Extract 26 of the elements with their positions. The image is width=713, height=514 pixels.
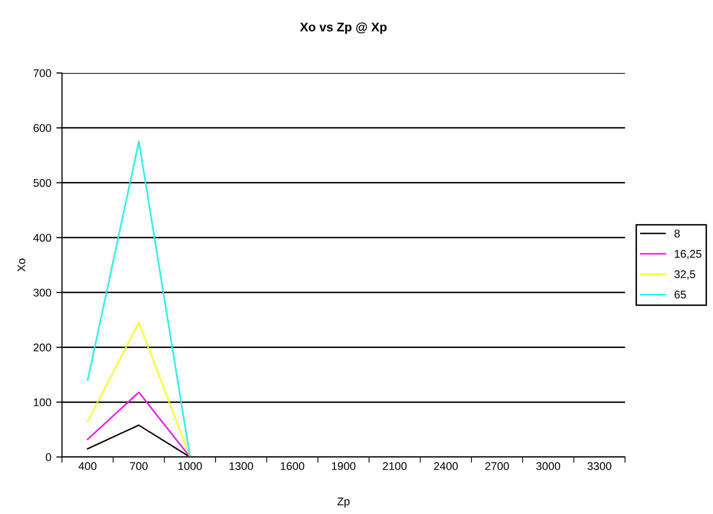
x-tick-label: 2400 <box>434 462 458 470</box>
chart-title: Xo vs Zp @ Xp <box>300 22 387 34</box>
y-tick-label: 600 <box>34 124 52 132</box>
y-tick-label: 400 <box>33 234 52 242</box>
x-tick-label: 2100 <box>382 462 407 470</box>
x-tick-label: 3300 <box>587 462 612 470</box>
y-tick-label: 200 <box>34 344 52 352</box>
legend-label: 8 <box>674 230 680 238</box>
x-tick-label: 3000 <box>536 462 560 470</box>
x-axis-title: Zp <box>337 498 350 508</box>
legend-label: 65 <box>674 290 686 299</box>
y-tick-label: 300 <box>33 288 52 297</box>
legend-label: 16,25 <box>674 250 702 260</box>
x-tick-label: 400 <box>78 462 96 470</box>
legend-label: 32,5 <box>674 270 696 280</box>
y-tick-label: 100 <box>34 398 52 406</box>
y-axis-title: Xo <box>18 258 26 272</box>
x-tick-label: 1300 <box>230 462 254 470</box>
x-tick-label: 2700 <box>485 462 509 470</box>
x-tick-label: 1600 <box>280 462 304 470</box>
x-tick-label: 700 <box>130 462 148 470</box>
y-tick-label: 0 <box>46 453 52 462</box>
y-tick-label: 500 <box>33 178 52 187</box>
y-tick-label: 700 <box>34 69 52 78</box>
x-tick-label: 1000 <box>178 462 202 470</box>
x-tick-label: 1900 <box>332 462 356 470</box>
